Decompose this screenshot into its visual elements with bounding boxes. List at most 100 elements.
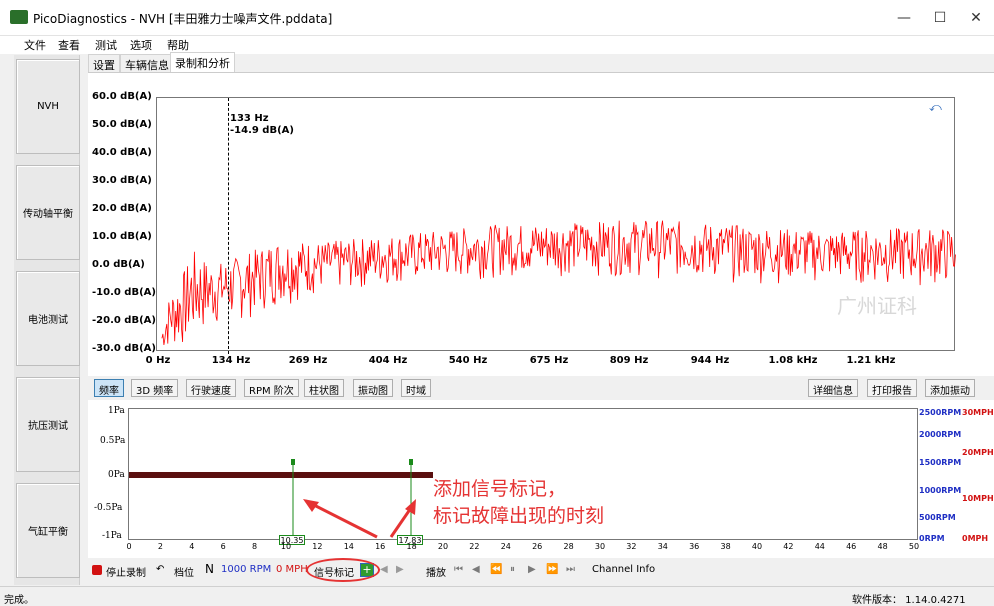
view-vibration-button[interactable]: 振动图 (353, 379, 393, 397)
play-label: 播放 (426, 568, 446, 579)
next-mark-icon[interactable]: ▶ (396, 564, 404, 575)
nav-compression-test[interactable]: 抗压测试 (16, 377, 80, 472)
plot-area[interactable]: 广州证科 ⤺ (156, 97, 956, 351)
title-bar: PicoDiagnostics - NVH [丰田雅力士噪声文件.pddata]… (0, 0, 994, 36)
y-tick-label: 30.0 dB(A) (92, 175, 152, 186)
view-toolbar: 频率 3D 频率 行驶速度 RPM 阶次 柱状图 振动图 时域 详细信息 打印报… (88, 376, 994, 398)
y-tick-label: -20.0 dB(A) (92, 315, 156, 326)
y-tick-label: -30.0 dB(A) (92, 343, 156, 354)
x-tick-label: 269 Hz (288, 355, 328, 366)
x-tick-label: 1.08 kHz (768, 355, 818, 366)
maximize-button[interactable]: ☐ (933, 10, 947, 26)
rpm-tick-label: 2000RPM (919, 430, 962, 439)
time-tick-label: 18 (406, 542, 417, 551)
time-tick-label: 24 (500, 542, 511, 551)
view-rpm-order-button[interactable]: RPM 阶次 (244, 379, 299, 397)
marker-2-label: 17.83 (397, 535, 423, 545)
skip-end-icon[interactable]: ⏭ (566, 564, 575, 575)
mph-tick-label: 10MPH (962, 494, 994, 503)
annotation-line-1: 添加信号标记， (433, 478, 567, 500)
gear-label: 档位 (174, 568, 194, 579)
pa-tick-label: 1Pa (108, 406, 125, 416)
tab-settings[interactable]: 设置 (88, 54, 120, 72)
cursor-level: -14.9 dB(A) (230, 125, 294, 136)
app-icon (10, 10, 28, 24)
x-tick-label: 675 Hz (529, 355, 569, 366)
tab-record-analyze[interactable]: 录制和分析 (170, 52, 235, 72)
menu-options[interactable]: 选项 (130, 39, 152, 52)
time-tick-label: 2 (157, 542, 163, 551)
rpm-tick-label: 1500RPM (919, 458, 962, 467)
time-tick-label: 26 (532, 542, 543, 551)
time-tick-label: 16 (375, 542, 386, 551)
nav-cylinder-balance[interactable]: 气缸平衡 (16, 483, 80, 578)
gear-value: N (205, 562, 214, 576)
y-tick-label: 40.0 dB(A) (92, 147, 152, 158)
time-plot[interactable]: 10.35 17.83 1Pa 0.5Pa 0Pa -0.5Pa -1Pa 25… (88, 400, 994, 558)
time-tick-label: 4 (189, 542, 195, 551)
channel-info-label[interactable]: Channel Info (592, 564, 656, 575)
signal-marker-1-handle[interactable] (291, 459, 295, 465)
time-tick-label: 0 (126, 542, 132, 551)
view-time-domain-button[interactable]: 时域 (401, 379, 431, 397)
annotation-arrow-1 (305, 499, 378, 539)
details-button[interactable]: 详细信息 (808, 379, 858, 397)
menu-bar: 文件 查看 测试 选项 帮助 (0, 36, 994, 54)
time-svg (129, 459, 433, 541)
annotation-arrowhead-2 (405, 499, 416, 515)
rpm-tick-label: 0RPM (919, 534, 945, 543)
print-report-button[interactable]: 打印报告 (867, 379, 917, 397)
stop-record-icon[interactable] (92, 565, 102, 575)
status-text: 完成。 (4, 595, 34, 606)
tab-vehicle-info[interactable]: 车辆信息 (120, 54, 174, 72)
time-plot-area[interactable]: 10.35 17.83 (128, 408, 918, 545)
menu-help[interactable]: 帮助 (167, 39, 189, 52)
spectrum-svg: 广州证科 (161, 220, 956, 346)
nav-battery-test[interactable]: 电池测试 (16, 271, 80, 366)
rpm-tick-label: 500RPM (919, 513, 956, 522)
version-text: 软件版本： 1.14.0.4271 (852, 595, 966, 606)
cursor-line[interactable] (228, 98, 229, 354)
view-bar-chart-button[interactable]: 柱状图 (304, 379, 344, 397)
skip-start-icon[interactable]: ⏮ (454, 564, 463, 575)
add-vibration-button[interactable]: 添加振动 (925, 379, 975, 397)
nav-nvh[interactable]: NVH (16, 59, 80, 154)
nav-driveshaft-balance[interactable]: 传动轴平衡 (16, 165, 80, 260)
frame-back-icon[interactable]: ⏪ (490, 564, 503, 575)
stop-record-button[interactable]: 停止录制 (106, 568, 146, 579)
prev-mark-icon[interactable]: ◀ (380, 564, 388, 575)
close-button[interactable]: ✕ (970, 10, 982, 26)
annotation-arrowhead-1 (303, 499, 319, 512)
undo-icon[interactable]: ↶ (156, 564, 165, 575)
view-speed-button[interactable]: 行驶速度 (186, 379, 236, 397)
frame-forward-icon[interactable]: ⏩ (546, 564, 559, 575)
x-tick-label: 540 Hz (448, 355, 488, 366)
step-back-icon[interactable]: ◀ (472, 564, 480, 575)
left-nav: NVH 传动轴平衡 电池测试 抗压测试 气缸平衡 (14, 55, 80, 585)
menu-view[interactable]: 查看 (58, 39, 80, 52)
y-tick-label: 10.0 dB(A) (92, 231, 152, 242)
menu-test[interactable]: 测试 (95, 39, 117, 52)
time-tick-label: 10 (280, 542, 292, 551)
menu-file[interactable]: 文件 (24, 39, 46, 52)
rpm-tick-label: 1000RPM (919, 486, 962, 495)
play-icon[interactable]: ▶ (528, 564, 536, 575)
time-tick-label: 50 (908, 542, 920, 551)
minimize-button[interactable]: — (897, 10, 911, 26)
view-frequency-button[interactable]: 频率 (94, 379, 124, 397)
x-tick-label: 1.21 kHz (846, 355, 896, 366)
watermark: 广州证科 (837, 294, 917, 318)
signal-marker-2-handle[interactable] (409, 459, 413, 465)
time-tick-label: 12 (312, 542, 323, 551)
x-tick-label: 0 Hz (145, 355, 171, 366)
pause-icon[interactable]: ⏸ (510, 564, 515, 575)
zoom-undo-icon[interactable]: ⤺ (929, 100, 942, 114)
frequency-chart[interactable]: 广州证科 ⤺ 60.0 dB(A) 50.0 dB(A) 40.0 dB(A) … (88, 72, 994, 376)
time-tick-label: 28 (563, 542, 574, 551)
rpm-value: 1000 RPM (221, 564, 272, 575)
y-tick-label: -10.0 dB(A) (92, 287, 156, 298)
pa-tick-label: -0.5Pa (94, 503, 123, 513)
time-tick-label: 42 (783, 542, 794, 551)
view-3d-frequency-button[interactable]: 3D 频率 (131, 379, 179, 397)
rpm-tick-label: 2500RPM (919, 408, 962, 417)
